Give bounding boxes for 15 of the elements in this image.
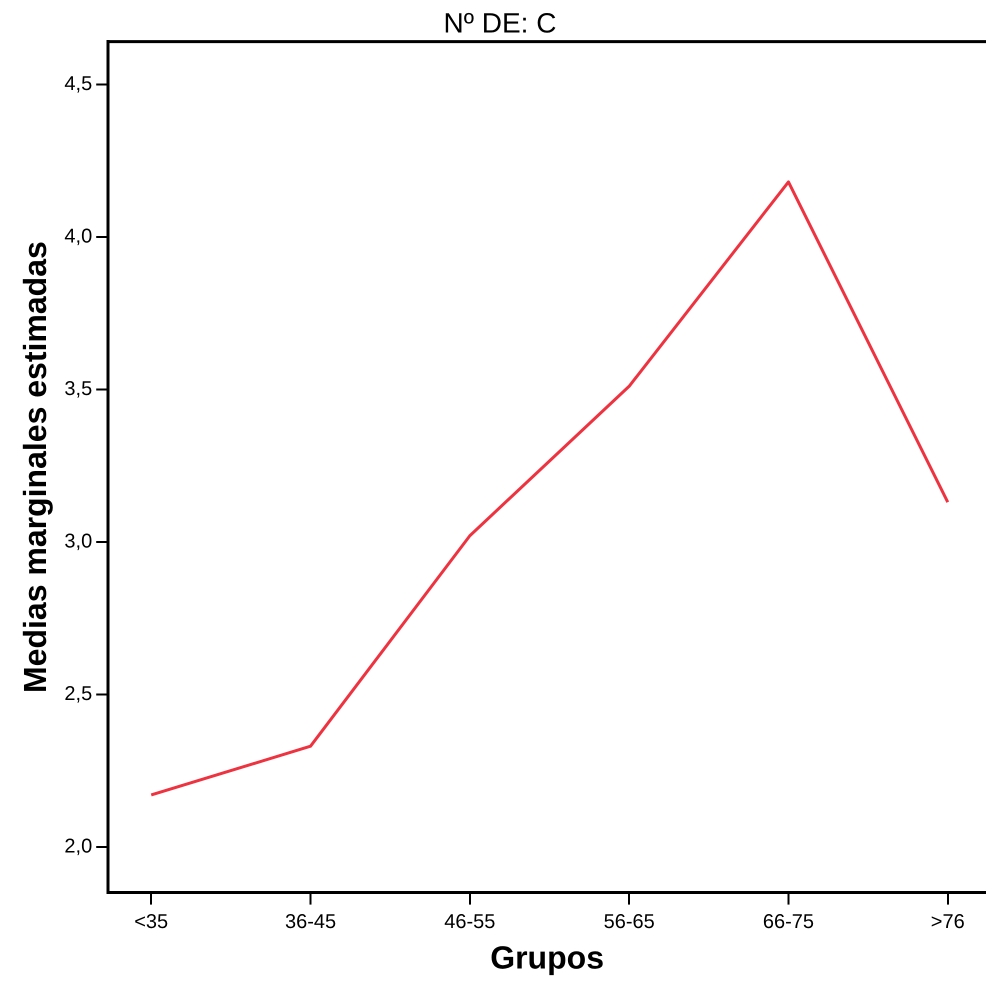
y-tick-label: 4,5 xyxy=(64,72,92,95)
y-tick-label: 3,0 xyxy=(64,530,92,552)
y-tick-label: 2,5 xyxy=(64,682,92,705)
x-tick-label: 66-75 xyxy=(762,911,814,934)
x-tick-label: 56-65 xyxy=(604,911,655,934)
x-tick-label: 36-45 xyxy=(284,911,336,934)
chart-title: Nº DE: C xyxy=(444,8,556,39)
x-tick-label: <35 xyxy=(134,911,168,934)
x-tick-label: >76 xyxy=(930,911,965,934)
y-tick-label: 2,0 xyxy=(64,835,92,858)
x-axis-title: Grupos xyxy=(490,940,604,976)
y-tick-label: 4,0 xyxy=(64,225,92,248)
y-axis-title: Medias marginales estimadas xyxy=(17,241,54,693)
y-tick-label: 3,5 xyxy=(64,378,92,400)
x-tick-label: 46-55 xyxy=(444,911,496,934)
